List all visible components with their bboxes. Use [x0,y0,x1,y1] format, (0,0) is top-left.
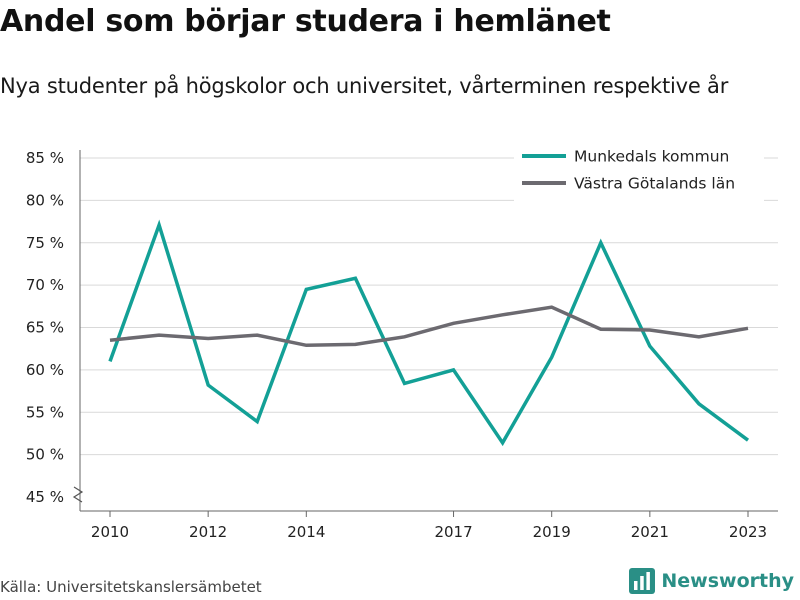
y-tick-label: 75 % [26,234,64,252]
x-tick-label: 2012 [189,523,227,541]
x-tick-label: 2023 [729,523,767,541]
y-tick-label: 85 % [26,149,64,167]
bar-chart-logo-icon [629,568,656,594]
chart-title: Andel som börjar studera i hemlänet [0,4,611,39]
y-tick-label: 80 % [26,191,64,209]
series-line-1 [109,305,749,348]
axis-break-icon [72,486,84,503]
series-line-0 [108,219,750,447]
legend: Munkedals kommun Västra Götalands län [514,140,764,202]
chart-subtitle: Nya studenter på högskolor och universit… [0,74,729,98]
y-tick-label: 70 % [26,276,64,294]
legend-label: Västra Götalands län [574,175,735,193]
legend-label: Munkedals kommun [574,148,729,166]
x-tick-label: 2021 [631,523,669,541]
x-tick-label: 2014 [287,523,325,541]
axes: 45 % 50 % 55 % 60 % 65 % 70 % 75 % 80 % 85 % 2010… [26,149,778,541]
y-tick-label: 50 % [26,446,64,464]
x-tick-label: 2010 [91,523,129,541]
brand-logo: Newsworthy [629,568,794,594]
x-tick-label: 2017 [434,523,472,541]
legend-background [514,140,764,202]
y-tick-label: 60 % [26,361,64,379]
source-note: Källa: Universitetskanslersämbetet [0,578,262,596]
series-lines [108,219,750,447]
y-tick-label: 55 % [26,403,64,421]
y-tick-label: 65 % [26,319,64,337]
x-tick-label: 2019 [533,523,571,541]
y-tick-label: 45 % [26,488,64,506]
brand-name: Newsworthy [661,570,794,592]
